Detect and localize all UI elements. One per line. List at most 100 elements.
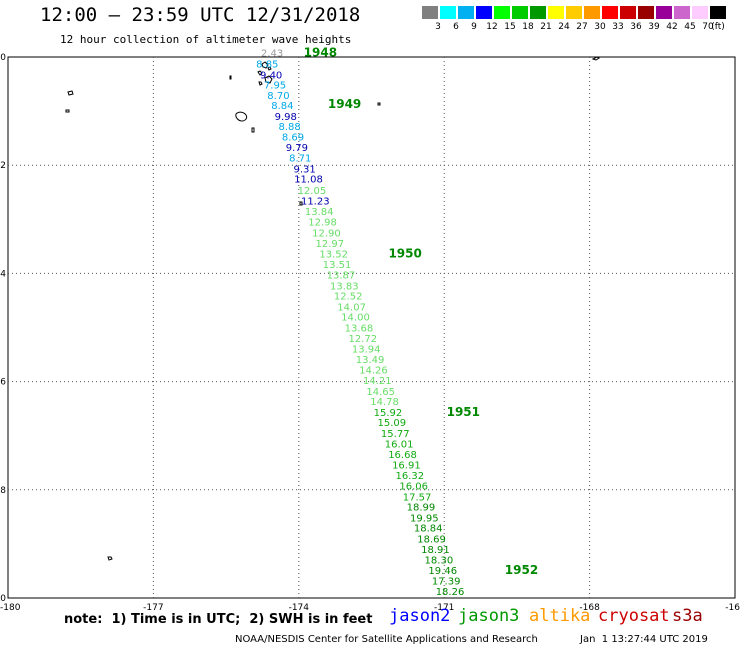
latitude-tick-label: -30 [0, 594, 6, 604]
colorbar-label: 18 [522, 22, 534, 32]
island-outline [377, 102, 381, 106]
wave-height-value: 12.97 [315, 239, 344, 250]
chart-subtitle: 12 hour collection of altimeter wave hei… [60, 33, 352, 46]
wave-height-value: 14.78 [370, 397, 399, 408]
colorbar-label: 33 [612, 22, 624, 32]
island-outline [591, 56, 600, 61]
longitude-tick-label: -180 [0, 603, 21, 613]
colorbar-label: 3 [435, 22, 441, 32]
colorbar-swatch [691, 5, 709, 20]
wave-height-value: 8.88 [278, 122, 300, 133]
wave-height-value: 15.77 [381, 429, 410, 440]
colorbar-swatch [601, 5, 619, 20]
time-label: 1949 [328, 97, 361, 111]
satellite-jason2: jason2 [389, 606, 451, 626]
wave-height-value: 7.95 [264, 81, 286, 92]
wave-height-value: 14.65 [366, 387, 395, 398]
wave-height-value: 12.05 [298, 186, 327, 197]
island-outline [261, 61, 269, 69]
island-outline [299, 201, 303, 206]
time-label: 1948 [304, 46, 337, 60]
wave-height-value: 18.99 [407, 503, 436, 514]
colorbar-label: 30 [594, 22, 606, 32]
latitude-tick-label: -26 [0, 378, 6, 388]
footer-note: note: 1) Time is in UTC; 2) SWH is in fe… [64, 612, 373, 627]
colorbar [421, 5, 727, 20]
colorbar-swatch [511, 5, 529, 20]
wave-height-value: 15.92 [374, 408, 403, 419]
island-outline [251, 127, 255, 133]
longitude-tick-label: -16 [725, 603, 740, 613]
chart-title: 12:00 – 23:59 UTC 12/31/2018 [40, 4, 361, 26]
island-outline [264, 75, 273, 84]
satellite-s3a: s3a [672, 606, 703, 626]
colorbar-swatch [619, 5, 637, 20]
wave-height-value: 13.84 [305, 207, 334, 218]
colorbar-swatch [709, 5, 727, 20]
colorbar-labels: 3 6 9 12 15 18 21 24 27 30 33 36 39 42 45 70 (ft) [421, 22, 740, 34]
wave-height-value: 8.71 [289, 154, 311, 165]
wave-height-value: 14.26 [359, 366, 388, 377]
longitude-tick-label: -168 [579, 603, 600, 613]
latitude-tick-label: -20 [0, 53, 6, 63]
wave-height-value: 13.51 [323, 260, 352, 271]
island-outline [65, 109, 70, 113]
wave-height-value: 19.95 [410, 513, 439, 524]
colorbar-label: 24 [558, 22, 570, 32]
wave-height-value: 18.26 [436, 587, 465, 598]
colorbar-label: 70 [702, 22, 714, 32]
longitude-tick-label: -171 [434, 603, 454, 613]
wave-height-value: 13.52 [319, 249, 348, 260]
island-outline [267, 66, 272, 71]
wave-height-value: 18.69 [417, 534, 446, 545]
colorbar-swatch [475, 5, 493, 20]
colorbar-swatch [673, 5, 691, 20]
latitude-tick-label: -24 [0, 269, 6, 279]
wave-height-value: 14.07 [337, 302, 366, 313]
colorbar-label: 42 [666, 22, 678, 32]
island-outline [67, 90, 74, 96]
island-outline [235, 111, 248, 122]
longitude-tick-label: -174 [289, 603, 310, 613]
wave-height-value: 18.30 [425, 556, 454, 567]
wave-height-value: 16.68 [388, 450, 417, 461]
wave-height-value: 8.84 [271, 101, 293, 112]
wave-height-value: 2.43 [261, 49, 283, 60]
credit-text: NOAA/NESDIS Center for Satellite Applica… [235, 634, 538, 645]
colorbar-swatch [529, 5, 547, 20]
colorbar-swatch [457, 5, 475, 20]
wave-height-value: 13.49 [356, 355, 385, 366]
wave-height-value: 17.57 [403, 492, 432, 503]
island-outline [107, 556, 113, 561]
wave-height-value: 12.72 [348, 334, 377, 345]
colorbar-label: 9 [471, 22, 477, 32]
wave-height-value: 8.85 [256, 59, 278, 70]
colorbar-label: 15 [504, 22, 516, 32]
island-outline [257, 70, 263, 76]
wave-height-value: 11.08 [294, 175, 323, 186]
wave-height-value: 13.68 [345, 324, 374, 335]
wave-height-value: 11.23 [301, 196, 330, 207]
wave-height-value: 8.70 [267, 91, 289, 102]
colorbar-label: 45 [684, 22, 696, 32]
colorbar-swatch [565, 5, 583, 20]
wave-height-value: 9.40 [260, 70, 282, 81]
wave-height-value: 18.91 [421, 545, 450, 556]
wave-height-value: 16.01 [385, 439, 414, 450]
wave-height-value: 9.31 [293, 164, 315, 175]
satellite-altika: altika [529, 606, 591, 626]
satellite-jason3: jason3 [458, 606, 520, 626]
wave-height-value: 16.91 [392, 460, 421, 471]
colorbar-label: 36 [630, 22, 642, 32]
wave-height-value: 16.06 [399, 481, 428, 492]
wave-height-value: 12.98 [308, 217, 337, 228]
latitude-tick-label: -28 [0, 486, 6, 496]
wave-height-value: 9.79 [286, 143, 308, 154]
longitude-tick-label: -177 [143, 603, 163, 613]
colorbar-swatch [421, 5, 439, 20]
map-frame [7, 56, 736, 599]
colorbar-label: 39 [648, 22, 660, 32]
colorbar-label: 21 [540, 22, 552, 32]
wave-height-value: 19.46 [428, 566, 457, 577]
